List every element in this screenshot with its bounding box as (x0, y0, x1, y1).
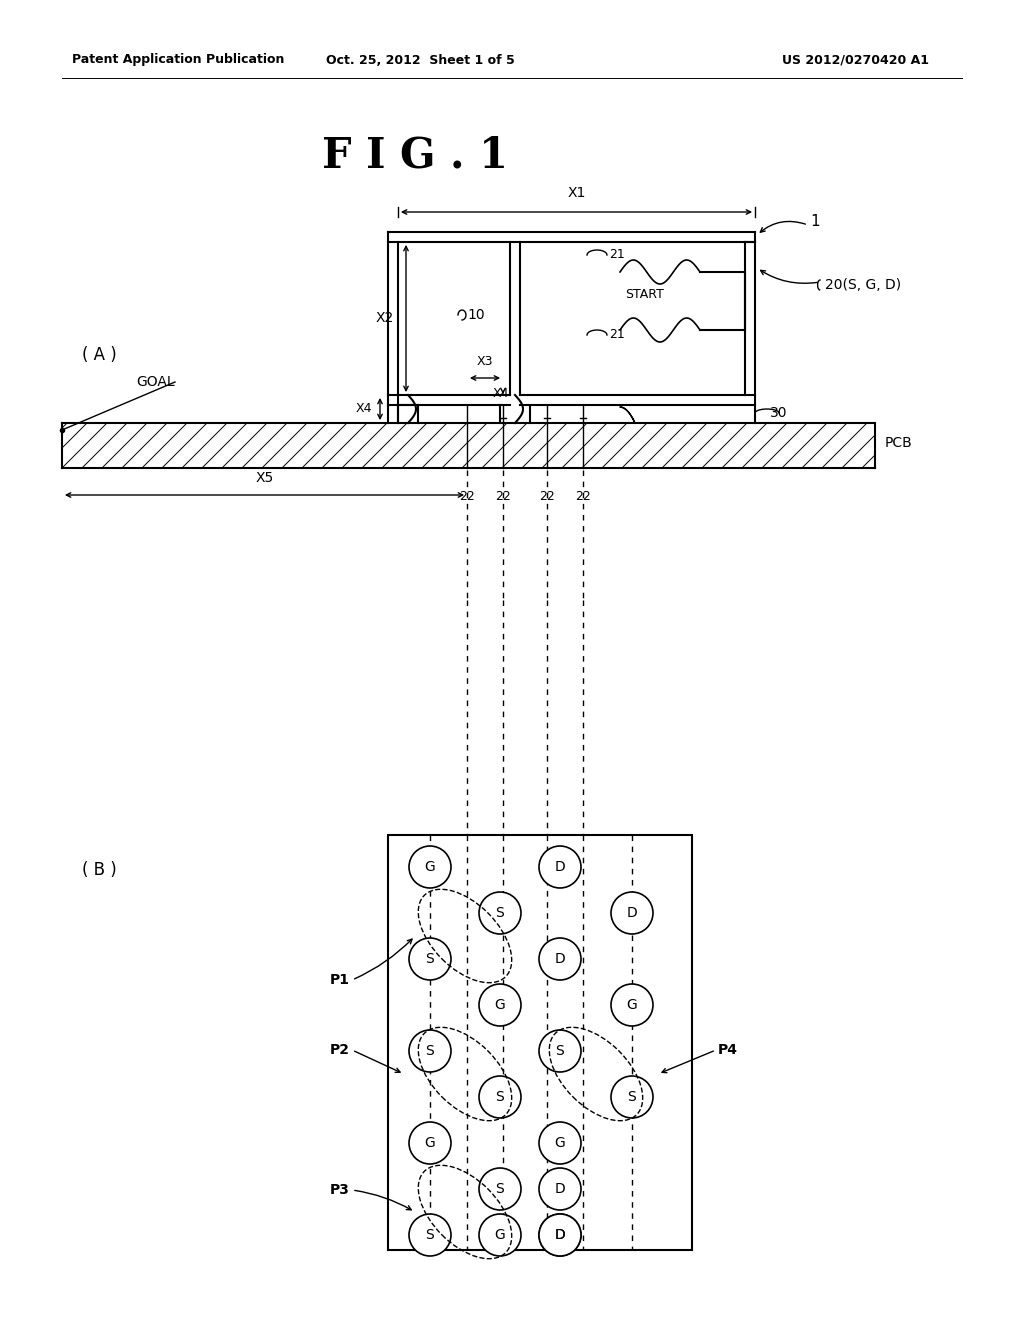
Text: 22: 22 (496, 490, 511, 503)
Circle shape (539, 1168, 581, 1210)
Circle shape (611, 983, 653, 1026)
Text: S: S (426, 1044, 434, 1059)
Text: P3: P3 (330, 1183, 350, 1197)
Circle shape (409, 939, 451, 979)
Text: 1: 1 (810, 214, 819, 230)
Circle shape (611, 892, 653, 935)
Text: 22: 22 (539, 490, 555, 503)
Text: D: D (627, 906, 637, 920)
Text: ( B ): ( B ) (82, 861, 117, 879)
Text: 30: 30 (770, 407, 787, 420)
Circle shape (479, 1076, 521, 1118)
Text: 22: 22 (575, 490, 591, 503)
Text: X5: X5 (255, 471, 273, 484)
Text: Patent Application Publication: Patent Application Publication (72, 54, 285, 66)
Text: 20(S, G, D): 20(S, G, D) (825, 279, 901, 292)
Text: G: G (425, 861, 435, 874)
Circle shape (539, 1214, 581, 1257)
Text: P1: P1 (330, 973, 350, 987)
Text: X4': X4' (493, 387, 513, 400)
Circle shape (611, 1076, 653, 1118)
Text: S: S (556, 1044, 564, 1059)
Text: G: G (627, 998, 637, 1012)
Text: X2: X2 (376, 312, 394, 326)
Circle shape (409, 846, 451, 888)
Text: D: D (555, 861, 565, 874)
Text: 22: 22 (459, 490, 475, 503)
Text: X4: X4 (355, 403, 372, 416)
Circle shape (409, 1030, 451, 1072)
Text: D: D (555, 1228, 565, 1242)
Text: X3: X3 (477, 355, 494, 368)
Text: S: S (496, 1181, 505, 1196)
Text: S: S (426, 952, 434, 966)
Bar (388, 836, 692, 1250)
Text: PCB: PCB (885, 436, 912, 450)
Text: F I G . 1: F I G . 1 (322, 135, 508, 176)
Text: D: D (555, 1181, 565, 1196)
Text: G: G (495, 998, 506, 1012)
Text: GOAL: GOAL (136, 375, 175, 389)
Circle shape (479, 983, 521, 1026)
Text: P4: P4 (718, 1043, 738, 1057)
Circle shape (409, 1122, 451, 1164)
Text: S: S (426, 1228, 434, 1242)
Text: X1: X1 (567, 186, 586, 201)
Circle shape (539, 1122, 581, 1164)
Circle shape (479, 892, 521, 935)
Text: S: S (496, 906, 505, 920)
Text: Oct. 25, 2012  Sheet 1 of 5: Oct. 25, 2012 Sheet 1 of 5 (326, 54, 514, 66)
Text: S: S (628, 1090, 636, 1104)
Circle shape (539, 939, 581, 979)
Circle shape (479, 1168, 521, 1210)
Text: P2: P2 (330, 1043, 350, 1057)
Circle shape (539, 1030, 581, 1072)
Text: START: START (626, 289, 665, 301)
Text: 10: 10 (467, 308, 484, 322)
Circle shape (539, 846, 581, 888)
Text: US 2012/0270420 A1: US 2012/0270420 A1 (781, 54, 929, 66)
Text: 21: 21 (609, 248, 625, 261)
Text: ( A ): ( A ) (82, 346, 117, 364)
Text: G: G (495, 1228, 506, 1242)
Text: 21: 21 (609, 329, 625, 342)
Text: G: G (425, 1137, 435, 1150)
Circle shape (539, 1214, 581, 1257)
Circle shape (479, 1214, 521, 1257)
Text: D: D (555, 952, 565, 966)
Text: S: S (496, 1090, 505, 1104)
Text: D: D (555, 1228, 565, 1242)
Text: G: G (555, 1137, 565, 1150)
Circle shape (409, 1214, 451, 1257)
